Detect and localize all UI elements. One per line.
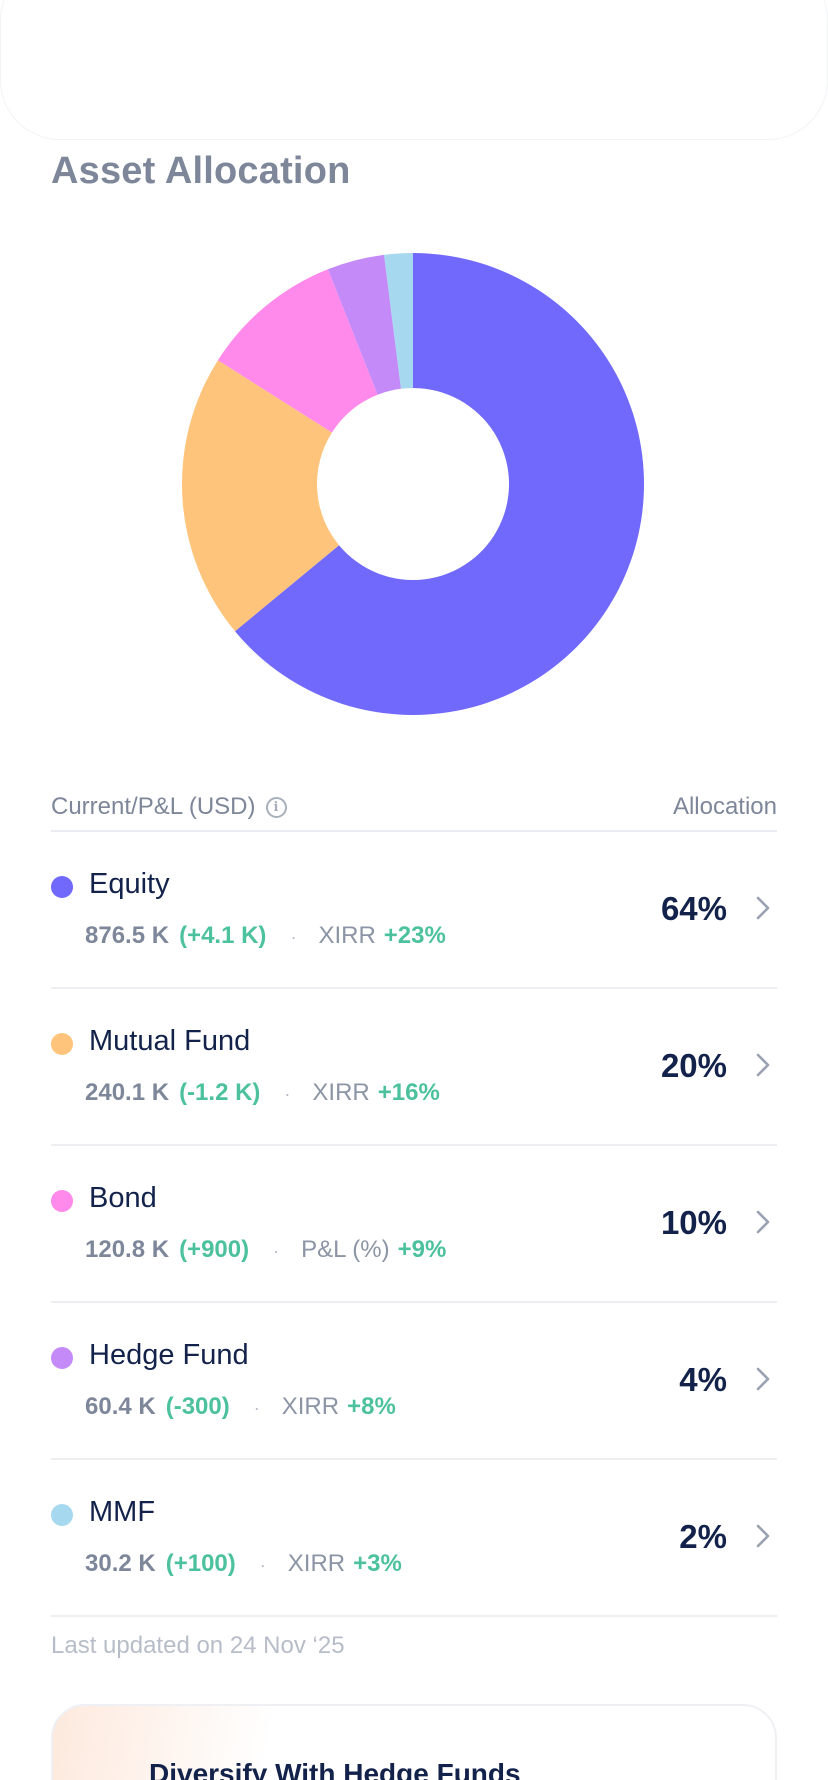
table-header: Current/P&L (USD) i Allocation (51, 784, 777, 830)
allocation-row-hedge-fund[interactable]: Hedge Fund 60.4 K (-300) · XIRR +8% 4% (51, 1303, 777, 1460)
allocation-percent: 20% (660, 1047, 727, 1084)
asset-details: 876.5 K (+4.1 K) · XIRR +23% (85, 922, 446, 950)
top-card-edge (0, 0, 828, 140)
hedge-fund-promo-card[interactable]: Diversify With Hedge Funds (51, 1704, 777, 1780)
asset-details: 30.2 K (+100) · XIRR +3% (85, 1550, 402, 1578)
legend-dot (51, 1033, 73, 1055)
promo-title: Diversify With Hedge Funds (149, 1758, 521, 1780)
allocation-percent: 10% (660, 1204, 727, 1241)
metric-value: +8% (347, 1393, 396, 1420)
pnl-change: (-1.2 K) (179, 1079, 261, 1106)
allocation-percent: 64% (660, 890, 727, 927)
asset-name: MMF (89, 1496, 156, 1528)
current-value: 60.4 K (85, 1393, 156, 1420)
asset-name: Equity (89, 868, 170, 900)
separator-dot: · (253, 1398, 260, 1418)
separator-dot: · (273, 1241, 280, 1261)
legend-dot (51, 876, 73, 898)
allocation-row-mutual-fund[interactable]: Mutual Fund 240.1 K (-1.2 K) · XIRR +16%… (51, 989, 777, 1146)
metric-label: XIRR (281, 1393, 340, 1420)
allocation-row-bond[interactable]: Bond 120.8 K (+900) · P&L (%) +9% 10% (51, 1146, 777, 1303)
metric-label: XIRR (318, 922, 376, 949)
allocation-percent: 2% (679, 1518, 727, 1555)
section-title: Asset Allocation (51, 150, 351, 192)
current-value: 240.1 K (85, 1079, 170, 1106)
current-value: 120.8 K (85, 1236, 170, 1263)
donut-slice-bond (217, 269, 378, 433)
current-value: 876.5 K (85, 922, 170, 949)
metric-value: +9% (397, 1236, 447, 1263)
chevron-right-icon[interactable] (751, 1365, 775, 1393)
allocation-list: Equity 876.5 K (+4.1 K) · XIRR +23% 64% … (51, 832, 777, 1617)
pnl-change: (+900) (179, 1236, 250, 1263)
current-pnl-header: Current/P&L (USD) (51, 793, 256, 820)
metric-label: P&L (%) (301, 1236, 390, 1263)
donut-slice-mutual-fund (182, 360, 340, 632)
separator-dot: · (290, 927, 297, 947)
donut-svg (182, 253, 644, 715)
separator-dot: · (259, 1555, 266, 1575)
pnl-change: (+4.1 K) (179, 922, 267, 949)
legend-dot (51, 1347, 73, 1369)
chevron-right-icon[interactable] (751, 1522, 775, 1550)
asset-name: Hedge Fund (89, 1339, 249, 1371)
legend-dot (51, 1504, 73, 1526)
current-value: 30.2 K (85, 1550, 156, 1577)
metric-label: XIRR (287, 1550, 346, 1577)
metric-value: +23% (383, 922, 446, 949)
metric-label: XIRR (312, 1079, 370, 1106)
metric-value: +3% (353, 1550, 402, 1577)
legend-dot (51, 1190, 73, 1212)
asset-name: Bond (89, 1182, 157, 1214)
separator-dot: · (284, 1084, 291, 1104)
allocation-row-equity[interactable]: Equity 876.5 K (+4.1 K) · XIRR +23% 64% (51, 832, 777, 989)
header-divider (51, 830, 777, 832)
last-updated-text: Last updated on 24 Nov ‘25 (51, 1632, 345, 1659)
allocation-percent: 4% (679, 1361, 727, 1398)
donut-slice-equity (235, 253, 644, 715)
chevron-right-icon[interactable] (751, 1208, 775, 1236)
donut-slice-mmf (384, 253, 413, 389)
asset-name: Mutual Fund (89, 1025, 251, 1057)
chevron-right-icon[interactable] (751, 1051, 775, 1079)
allocation-donut-chart (182, 253, 644, 715)
pnl-change: (+100) (165, 1550, 236, 1577)
header-left: Current/P&L (USD) i (51, 793, 287, 821)
allocation-header: Allocation (672, 793, 777, 820)
allocation-row-mmf[interactable]: MMF 30.2 K (+100) · XIRR +3% 2% (51, 1460, 777, 1617)
metric-value: +16% (377, 1079, 440, 1106)
donut-slice-hedge-fund (327, 254, 401, 395)
asset-details: 240.1 K (-1.2 K) · XIRR +16% (85, 1079, 440, 1107)
info-icon[interactable]: i (265, 796, 287, 818)
pnl-change: (-300) (165, 1393, 230, 1420)
chevron-right-icon[interactable] (751, 894, 775, 922)
asset-details: 60.4 K (-300) · XIRR +8% (85, 1393, 396, 1421)
asset-details: 120.8 K (+900) · P&L (%) +9% (85, 1236, 446, 1264)
